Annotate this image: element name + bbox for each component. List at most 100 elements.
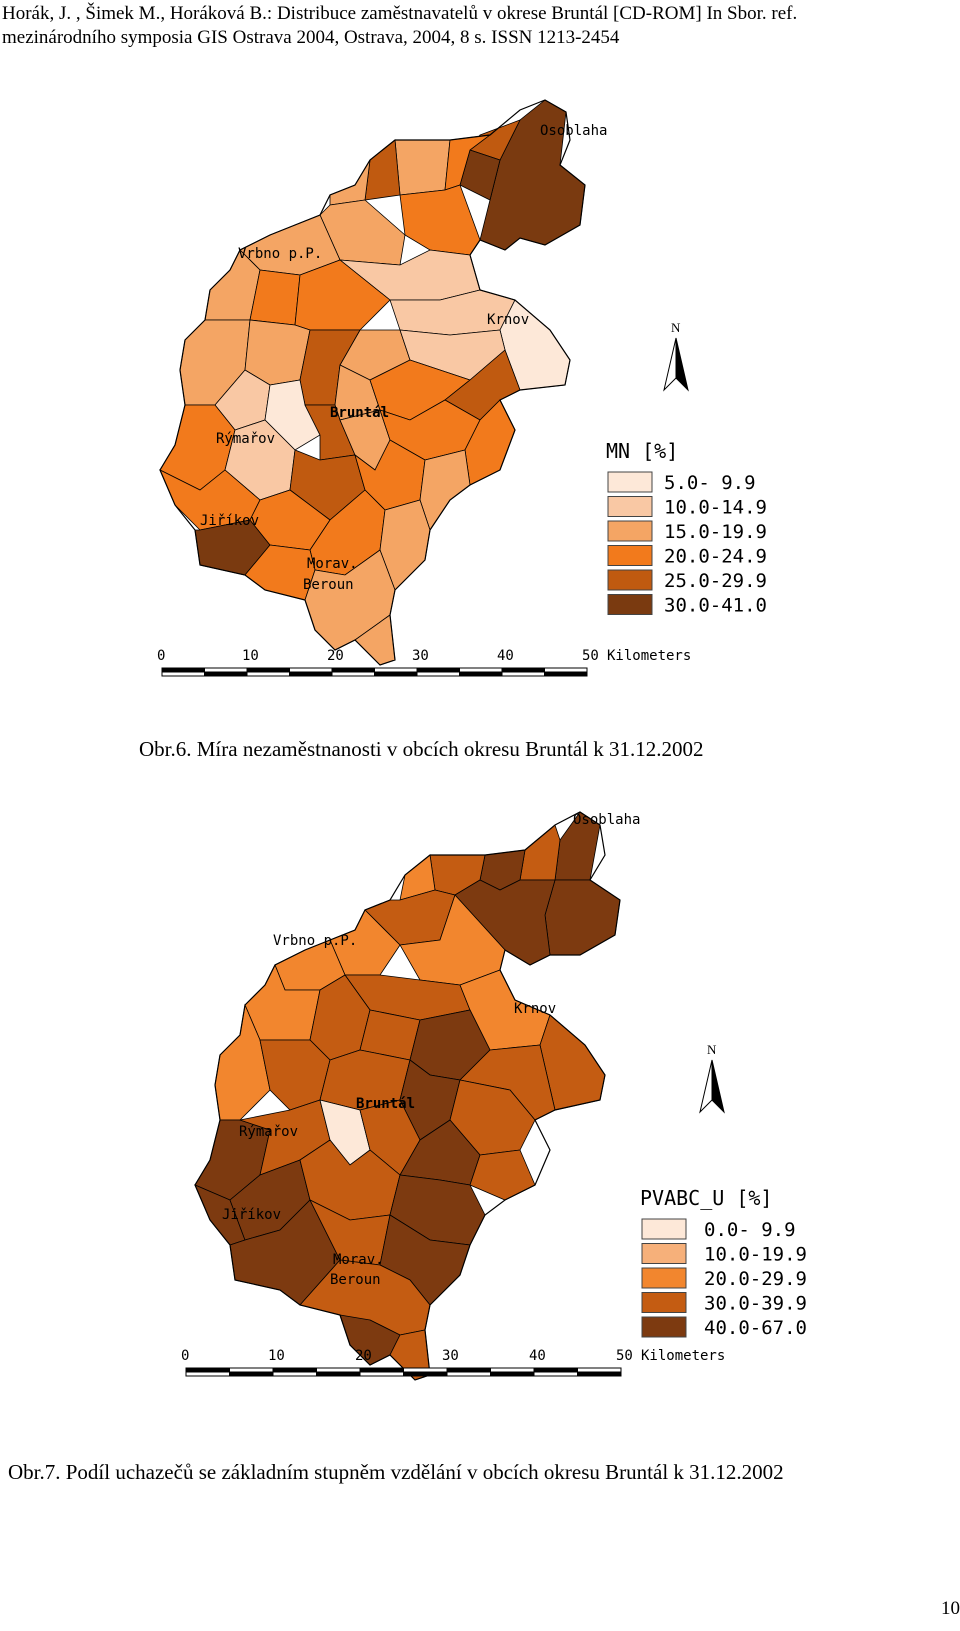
- legend-label: 20.0-29.9: [704, 1268, 807, 1290]
- town-label: Morav.: [333, 1252, 384, 1268]
- scale-segment-bottom: [577, 1371, 622, 1377]
- scale-segment-bottom: [316, 1371, 361, 1377]
- town-label: Vrbno p.P.: [238, 246, 322, 262]
- legend-title: PVABC_U [%]: [640, 1186, 772, 1210]
- legend-label: 25.0-29.9: [664, 570, 767, 592]
- scale-segment-bottom: [533, 1371, 578, 1377]
- citation-line-2: mezinárodního symposia GIS Ostrava 2004,…: [2, 27, 620, 48]
- legend-swatch: [641, 1292, 687, 1313]
- legend-title: MN [%]: [606, 439, 678, 463]
- scale-segment-bottom: [204, 671, 248, 677]
- scale-segment-top: [185, 1367, 230, 1373]
- legend-label: 10.0-19.9: [704, 1244, 807, 1266]
- scale-segment-top: [403, 1367, 448, 1373]
- municipality-region: [544, 879, 621, 956]
- scale-segment-bottom: [490, 1371, 535, 1377]
- scale-segment-top: [490, 1367, 535, 1373]
- town-labels: Osoblaha Vrbno p.P. Krnov Bruntál Rýmařov Jiř…: [200, 123, 607, 593]
- legend-swatch: [607, 594, 653, 615]
- scale-segment-bottom: [229, 1371, 274, 1377]
- scale-tick-label: 10: [242, 648, 259, 664]
- scale-segment-bottom: [446, 1371, 491, 1377]
- legend-swatch: [607, 471, 653, 493]
- scale-tick-label: 30: [442, 1348, 459, 1364]
- legend-swatch: [607, 545, 653, 566]
- scale-segment-top: [204, 667, 248, 673]
- scale-segment-top: [459, 667, 503, 673]
- legend: MN [%] 5.0- 9.9 10.0-14.915.0-19.9 20.0-24.…: [606, 439, 767, 617]
- municipality-region: [364, 139, 401, 201]
- scale-segment-top: [501, 667, 545, 673]
- north-arrow: N: [699, 1042, 725, 1114]
- scale-segment-top: [272, 1367, 317, 1373]
- scale-segment-top: [374, 667, 418, 673]
- legend-swatch: [607, 520, 653, 542]
- scale-segment-bottom: [161, 671, 205, 677]
- north-arrow-right: [675, 337, 689, 392]
- scale-segment-top: [533, 1367, 578, 1373]
- scale-segment-bottom: [359, 1371, 404, 1377]
- town-label: Osoblaha: [540, 123, 607, 139]
- municipality-region: [394, 139, 451, 196]
- scale-tick-label: 0: [181, 1348, 189, 1364]
- legend-label: 10.0-14.9: [664, 497, 767, 519]
- legend-label: 40.0-67.0: [704, 1317, 807, 1339]
- scale-tick-label: 40: [529, 1348, 546, 1364]
- legend-label: 20.0-24.9: [664, 546, 767, 568]
- scale-tick-label: 40: [497, 648, 514, 664]
- town-label: Bruntál: [356, 1096, 415, 1112]
- figure-caption-6: Obr.6. Míra nezaměstnanosti v obcích okr…: [139, 737, 704, 761]
- scale-bar: 0 10 20 30 40 50 Kilometers: [157, 648, 691, 677]
- town-label: Jiříkov: [222, 1207, 281, 1223]
- municipality-region: [469, 1149, 536, 1201]
- legend-swatch: [641, 1243, 687, 1264]
- scale-segment-top: [331, 667, 375, 673]
- scale-segment-top: [161, 667, 205, 673]
- citation-line-1: Horák, J. , Šimek M., Horáková B.: Distr…: [2, 3, 798, 24]
- scale-tick-label: 10: [268, 1348, 285, 1364]
- scale-segment-bottom: [459, 671, 503, 677]
- municipality-region: [329, 159, 371, 206]
- north-label: N: [671, 320, 681, 335]
- scale-segment-top: [316, 1367, 361, 1373]
- citation-header: Horák, J. , Šimek M., Horáková B.: Distr…: [2, 2, 958, 50]
- scale-segment-top: [229, 1367, 274, 1373]
- scale-segment-bottom: [544, 671, 588, 677]
- scale-segment-bottom: [331, 671, 375, 677]
- scale-tick-label: 50: [616, 1348, 633, 1364]
- north-arrow-right: [711, 1059, 725, 1114]
- town-label: Bruntál: [330, 405, 389, 421]
- scale-tick-label: 50: [582, 648, 599, 664]
- north-label: N: [707, 1042, 717, 1057]
- legend-swatch: [607, 496, 653, 517]
- legend-swatch: [607, 569, 653, 591]
- north-arrow: N: [663, 320, 689, 392]
- scale-tick-label: 20: [327, 648, 344, 664]
- scale-segment-top: [544, 667, 588, 673]
- scale-segment-top: [577, 1367, 622, 1373]
- district-regions: [159, 99, 586, 666]
- page-number: 10: [941, 1598, 960, 1619]
- scale-segment-top: [289, 667, 333, 673]
- scale-segment-bottom: [501, 671, 545, 677]
- scale-unit-label: Kilometers: [641, 1348, 725, 1364]
- town-label: Krnov: [514, 1001, 556, 1017]
- town-label: Osoblaha: [573, 812, 640, 828]
- unemployment-map: Osoblaha Vrbno p.P. Krnov Bruntál Rýmařov Jiř…: [157, 99, 767, 677]
- scale-tick-label: 0: [157, 648, 165, 664]
- town-label: Rýmařov: [239, 1124, 298, 1140]
- scale-bar: 0 10 20 30 40 50 Kilometers: [181, 1348, 725, 1377]
- scale-segment-bottom: [416, 671, 460, 677]
- town-labels: Osoblaha Vrbno p.P. Krnov Bruntál Rýmařov Jiř…: [222, 812, 640, 1288]
- legend-label: 30.0-39.9: [704, 1293, 807, 1315]
- legend-swatch: [641, 1267, 687, 1289]
- district-outline: [194, 811, 621, 1381]
- town-label: Morav.: [307, 556, 358, 572]
- legend-swatch: [641, 1218, 687, 1240]
- legend-label: 30.0-41.0: [664, 595, 767, 617]
- scale-tick-label: 20: [355, 1348, 372, 1364]
- scale-unit-label: Kilometers: [607, 648, 691, 664]
- scale-segment-bottom: [246, 671, 290, 677]
- legend-label: 5.0- 9.9: [664, 472, 756, 494]
- scale-segment-top: [359, 1367, 404, 1373]
